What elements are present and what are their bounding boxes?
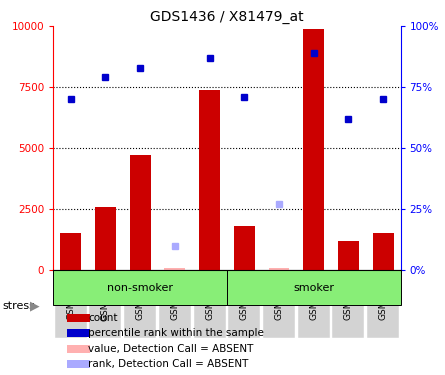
Bar <box>338 241 359 270</box>
Title: GDS1436 / X81479_at: GDS1436 / X81479_at <box>150 10 304 24</box>
Text: smoker: smoker <box>293 283 334 293</box>
Text: count: count <box>88 313 117 323</box>
Text: stress: stress <box>2 301 35 310</box>
Bar <box>130 155 150 270</box>
Text: non-smoker: non-smoker <box>107 283 173 293</box>
Bar <box>373 233 393 270</box>
Bar <box>234 226 255 270</box>
FancyBboxPatch shape <box>53 270 227 306</box>
Bar <box>95 207 116 270</box>
Bar <box>67 360 90 368</box>
Bar <box>67 345 90 353</box>
Bar <box>67 329 90 338</box>
Bar <box>61 233 81 270</box>
Text: ▶: ▶ <box>30 299 40 312</box>
Bar <box>199 90 220 270</box>
Bar <box>303 29 324 270</box>
Bar <box>67 314 90 322</box>
Text: percentile rank within the sample: percentile rank within the sample <box>88 328 264 338</box>
Bar <box>269 268 289 270</box>
Text: rank, Detection Call = ABSENT: rank, Detection Call = ABSENT <box>88 359 248 369</box>
Text: value, Detection Call = ABSENT: value, Detection Call = ABSENT <box>88 344 254 354</box>
FancyBboxPatch shape <box>227 270 400 306</box>
Bar <box>165 268 185 270</box>
